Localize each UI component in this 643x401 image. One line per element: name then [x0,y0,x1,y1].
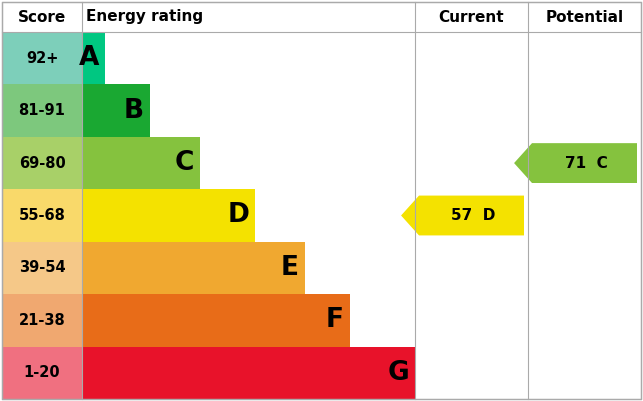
Bar [2,85,82,137]
Bar [2,189,82,242]
Bar [82,346,415,399]
Bar [2,242,82,294]
Text: Potential: Potential [545,10,624,24]
Text: 69-80: 69-80 [19,156,66,170]
Bar [82,137,200,189]
Text: F: F [326,307,344,333]
Bar [82,294,350,346]
Bar [2,32,82,85]
Bar [2,137,82,189]
Text: C: C [175,150,194,176]
Text: 81-91: 81-91 [19,103,66,118]
Text: 1-20: 1-20 [24,365,60,380]
Text: 55-68: 55-68 [19,208,66,223]
Bar [82,189,255,242]
Polygon shape [401,196,524,235]
Text: E: E [281,255,299,281]
Bar [82,85,150,137]
Text: 57  D: 57 D [451,208,496,223]
Bar [82,242,305,294]
Text: D: D [227,203,249,229]
Text: Current: Current [439,10,504,24]
Bar [2,346,82,399]
Text: 92+: 92+ [26,51,58,66]
Bar [82,32,105,85]
Text: A: A [78,45,99,71]
Bar [2,294,82,346]
Text: G: G [387,360,409,386]
Polygon shape [514,143,637,183]
Text: 39-54: 39-54 [19,260,66,275]
Text: 71  C: 71 C [565,156,608,170]
Text: Score: Score [18,10,66,24]
Text: B: B [124,97,144,124]
Text: 21-38: 21-38 [19,313,66,328]
Text: Energy rating: Energy rating [86,10,203,24]
